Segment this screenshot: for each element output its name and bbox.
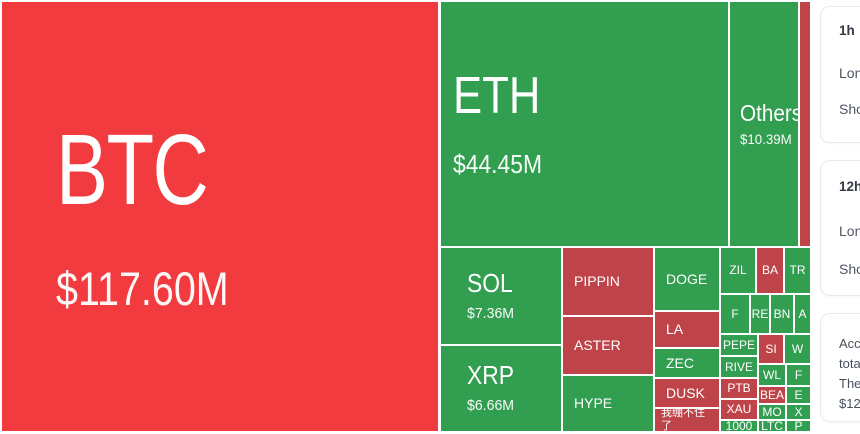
tile-symbol: F [731,306,739,321]
treemap-tile-bea[interactable]: BEA [759,387,785,403]
liquidation-treemap: BTC $117.60M ETH $44.45M Others $10.39M SOL $7.… [2,2,810,431]
tile-value: $44.45M [453,149,543,179]
treemap-tile-ptb[interactable]: PTB [721,379,757,398]
tile-symbol: BEA [759,387,784,402]
short-stat-label: Sho [839,101,860,117]
tile-symbol: SOL [467,267,513,298]
tile-symbol: DUSK [666,384,705,401]
treemap-tile-w[interactable]: W [785,335,810,363]
tile-symbol: 我绷不住了 [661,409,705,431]
treemap-tile-f[interactable]: F [721,295,749,333]
tile-symbol: MO [762,405,782,419]
treemap-tile-others[interactable]: Others $10.39M [730,2,798,246]
treemap-tile-pippin[interactable]: PIPPIN [563,248,653,315]
treemap-tile-ltc[interactable]: LTC [759,421,785,431]
treemap-tile-wl[interactable]: WL [759,365,785,385]
tile-symbol: ZIL [729,263,747,278]
treemap-tile-btc[interactable]: BTC $117.60M [2,2,438,431]
treemap-tile-p[interactable]: P [787,421,810,431]
tile-symbol: X [794,405,803,419]
tile-symbol: BTC [56,114,209,227]
stats-card-1h[interactable]: 1h Lon Sho [820,6,860,143]
tile-symbol: ASTER [574,337,621,354]
summary-card[interactable]: Acc tota The $12 [820,313,860,422]
treemap-tile-re[interactable]: RE [751,295,769,333]
treemap-tile-mo[interactable]: MO [759,405,785,419]
treemap-tile-ba[interactable]: BA [757,248,783,293]
treemap-tile-xau[interactable]: XAU [721,400,757,419]
summary-text-line: The [839,376,860,391]
treemap-tile-x[interactable]: X [787,405,810,419]
tile-value: $10.39M [740,130,792,147]
stats-card-12h[interactable]: 12h Lon Sho [820,160,860,296]
tile-value: $7.36M [467,304,515,322]
tile-symbol: XRP [467,360,515,391]
tile-symbol: BN [773,306,791,321]
tile-symbol: ETH [453,67,541,126]
treemap-tile-la[interactable]: LA [655,312,719,347]
tile-symbol: HYPE [574,395,613,412]
tile-symbol: P [794,421,803,431]
treemap-tile-zil[interactable]: ZIL [721,248,755,293]
tile-symbol: 1000 [725,421,753,431]
tile-symbol: F [794,367,803,382]
summary-text-line: $12 [839,396,860,411]
long-stat-label: Lon [839,223,860,239]
tile-symbol: PIPPIN [574,273,620,290]
tile-symbol: E [794,387,803,402]
treemap-tile-a[interactable]: A [795,295,810,333]
tile-symbol: A [798,306,807,321]
long-stat-label: Lon [839,65,860,81]
tile-symbol: XAU [726,402,752,417]
treemap-tile-e[interactable]: E [787,387,810,403]
treemap-tile-zec[interactable]: ZEC [655,349,719,377]
treemap-tile-hype[interactable]: HYPE [563,376,653,431]
tile-symbol: Others [740,99,798,126]
treemap-tile-doge[interactable]: DOGE [655,248,719,310]
treemap-tile-aster[interactable]: ASTER [563,317,653,374]
treemap-tile-f2[interactable]: F [787,365,810,385]
treemap-tile-sol[interactable]: SOL $7.36M [441,248,561,344]
tile-symbol: DOGE [666,270,708,287]
tile-symbol: RIVE [724,359,753,374]
tile-symbol: BA [761,263,778,278]
treemap-tile-xrp[interactable]: XRP $6.66M [441,346,561,431]
treemap-tile-tr[interactable]: TR [785,248,810,293]
tile-value: $6.66M [467,397,515,415]
tile-symbol: PTB [727,381,751,396]
tile-symbol: TR [789,263,806,278]
tile-symbol: SI [765,341,777,356]
treemap-tile-pepe[interactable]: PEPE [721,335,757,355]
short-stat-label: Sho [839,261,860,277]
tile-symbol: LA [666,321,684,338]
tile-symbol: LTC [761,421,783,431]
treemap-tile-eth[interactable]: ETH $44.45M [441,2,728,246]
tile-symbol: RE [751,306,769,321]
card-title-1h: 1h [839,23,855,38]
tile-symbol: PEPE [722,337,755,352]
tile-symbol: ZEC [666,354,694,371]
treemap-tile-bn[interactable]: BN [771,295,793,333]
treemap-tile-red-strip[interactable] [800,2,810,246]
treemap-tile-1000[interactable]: 1000 [721,421,757,431]
tile-value: $117.60M [56,262,229,316]
treemap-tile-cn-meme[interactable]: 我绷不住了 [655,409,719,431]
summary-text-line: Acc [839,336,860,351]
tile-symbol: W [791,341,804,356]
treemap-tile-s[interactable]: SI [759,335,783,363]
card-title-12h: 12h [839,179,860,194]
tile-symbol: WL [763,367,781,382]
treemap-tile-dusk[interactable]: DUSK [655,379,719,407]
treemap-tile-rive[interactable]: RIVE [721,357,757,377]
summary-text-line: tota [839,356,860,371]
